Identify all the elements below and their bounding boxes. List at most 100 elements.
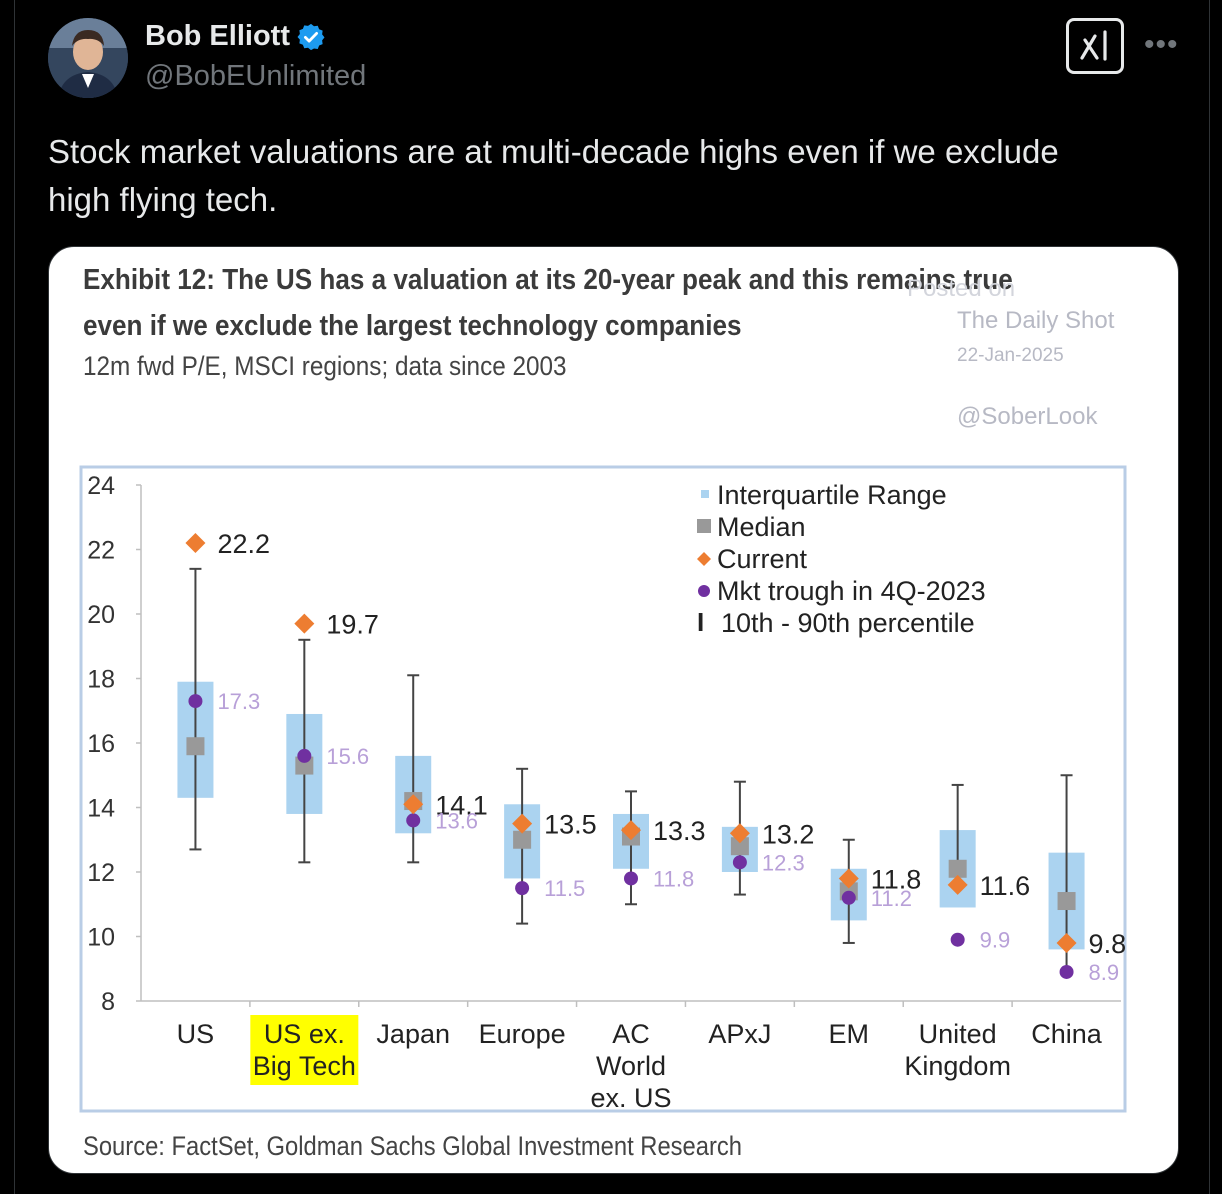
trough-value-label: 8.9 — [1089, 960, 1120, 985]
trough-value-label: 9.9 — [980, 928, 1011, 953]
watermark-date: 22-Jan-2025 — [957, 345, 1064, 366]
author-row: Bob Elliott — [145, 20, 326, 53]
watermark-site: The Daily Shot — [957, 307, 1115, 334]
legend-iqr-swatch — [701, 490, 709, 498]
current-value-label: 13.3 — [653, 816, 706, 846]
verified-badge-icon — [297, 23, 325, 50]
tweet-text-line-1: Stock market valuations are at multi-dec… — [48, 133, 1059, 170]
trough-marker — [950, 932, 965, 947]
author-name[interactable]: Bob Elliott — [145, 20, 290, 52]
category-label: ex. US — [590, 1083, 671, 1113]
trough-marker — [624, 871, 638, 886]
category-label: AC — [612, 1019, 650, 1049]
trough-value-label: 11.2 — [871, 886, 912, 911]
current-marker — [185, 533, 206, 554]
trough-marker — [188, 694, 203, 709]
legend-current-label: Current — [717, 544, 808, 574]
category-highlight — [250, 1015, 359, 1085]
avatar-image — [48, 18, 128, 98]
current-marker — [838, 868, 859, 889]
current-marker — [294, 613, 315, 634]
trough-value-label: 11.5 — [544, 876, 585, 901]
trough-marker — [841, 890, 856, 905]
legend-iqr-label: Interquartile Range — [717, 480, 947, 510]
legend-current-swatch — [697, 552, 711, 566]
legend-whisker-glyph: I — [697, 607, 704, 637]
trough-value-label: 15.6 — [326, 744, 369, 769]
y-tick-label: 20 — [87, 601, 115, 629]
category-label: China — [1031, 1019, 1103, 1049]
median-marker — [513, 830, 532, 849]
exhibit-source: Source: FactSet, Goldman Sachs Global In… — [83, 1131, 742, 1161]
current-marker — [403, 794, 424, 815]
media-card[interactable]: Exhibit 12: The US has a valuation at it… — [48, 246, 1179, 1174]
plot-frame — [79, 465, 1127, 1113]
category-label: Kingdom — [904, 1051, 1011, 1081]
watermark-posted-on: Posted on — [907, 275, 1016, 302]
y-tick-label: 24 — [87, 472, 115, 500]
current-value-label: 13.2 — [762, 819, 815, 849]
grok-icon — [1080, 30, 1107, 61]
category-label: Japan — [376, 1019, 450, 1049]
trough-marker — [297, 748, 312, 763]
median-marker — [948, 859, 967, 878]
watermark-handle: @SoberLook — [957, 403, 1098, 430]
exhibit-title: Exhibit 12: The US has a valuation at it… — [83, 257, 1037, 349]
legend-median-label: Median — [717, 512, 806, 542]
trough-marker — [406, 813, 421, 828]
more-icon[interactable]: ••• — [1144, 28, 1179, 61]
current-marker — [729, 823, 750, 844]
tweet-text: Stock market valuations are at multi-dec… — [48, 128, 1168, 224]
exhibit-title-line-2: even if we exclude the largest technolog… — [83, 310, 742, 342]
chart-svg: 8 10 12 14 16 18 20 22 24 22.2 17.3 US 19.7 15.6 US ex… — [79, 465, 1127, 1113]
current-value-label: 19.7 — [326, 610, 379, 640]
y-tick-label: 22 — [87, 537, 115, 565]
y-tick-label: 18 — [87, 666, 115, 694]
category-label: Europe — [479, 1019, 566, 1049]
current-value-label: 14.1 — [435, 790, 488, 820]
author-handle[interactable]: @BobEUnlimited — [145, 60, 367, 92]
category-label: US — [177, 1019, 215, 1049]
exhibit-subtitle: 12m fwd P/E, MSCI regions; data since 20… — [83, 351, 567, 381]
grok-button[interactable] — [1066, 18, 1124, 74]
category-label: World — [596, 1051, 666, 1081]
current-marker — [512, 813, 533, 834]
legend-whisker-label: 10th - 90th percentile — [721, 608, 975, 638]
trough-marker — [732, 855, 747, 870]
avatar[interactable] — [48, 18, 128, 98]
tweet-column — [14, 0, 1210, 1194]
current-marker — [621, 820, 641, 841]
current-value-label: 22.2 — [217, 529, 270, 559]
exhibit-title-line-1: Exhibit 12: The US has a valuation at it… — [83, 264, 1013, 296]
y-tick-label: 12 — [87, 859, 115, 887]
legend-median-swatch — [697, 519, 711, 533]
y-tick-label: 8 — [101, 988, 115, 1016]
y-tick-label: 14 — [87, 795, 115, 823]
category-label: Big Tech — [253, 1051, 356, 1081]
tweet-text-line-2: high flying tech. — [48, 181, 278, 218]
y-tick-label: 16 — [87, 730, 115, 758]
median-marker — [1057, 892, 1076, 911]
category-label: US ex. — [264, 1019, 345, 1049]
current-marker — [1056, 932, 1077, 953]
current-value-label: 11.6 — [980, 871, 1031, 901]
trough-value-label: 12.3 — [762, 850, 805, 875]
legend-trough-swatch — [698, 585, 710, 597]
category-label: APxJ — [708, 1019, 771, 1049]
legend-trough-label: Mkt trough in 4Q-2023 — [717, 576, 986, 606]
current-value-label: 13.5 — [544, 810, 597, 840]
current-value-label: 11.8 — [871, 864, 922, 894]
median-marker — [186, 737, 205, 756]
trough-value-label: 17.3 — [217, 689, 260, 714]
trough-marker — [1059, 964, 1074, 979]
category-label: EM — [829, 1019, 870, 1049]
current-marker — [947, 874, 968, 895]
trough-marker — [515, 881, 530, 896]
median-marker — [730, 837, 749, 856]
trough-value-label: 13.6 — [435, 808, 478, 833]
y-tick-label: 10 — [87, 924, 115, 952]
trough-value-label: 11.8 — [653, 866, 694, 891]
chart: 8 10 12 14 16 18 20 22 24 22.2 17.3 US 19.7 15.6 US ex… — [79, 465, 1129, 1115]
category-label: United — [919, 1019, 997, 1049]
current-value-label: 9.8 — [1089, 929, 1127, 959]
